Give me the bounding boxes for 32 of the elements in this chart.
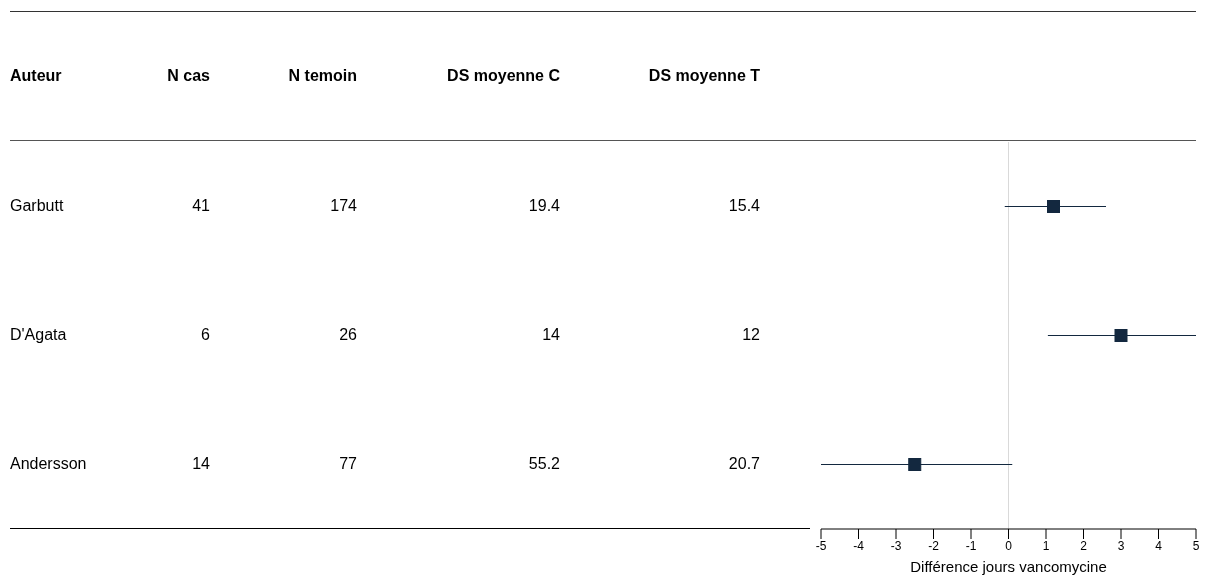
x-tick-label: 2 [1080,538,1088,553]
text: 19.4 [528,197,560,215]
text: 12 [742,326,760,344]
x-tick-label: -4 [853,538,865,553]
x-tick-label: 1 [1042,538,1050,553]
x-tick-label: 0 [1005,538,1013,553]
text: 14 [542,326,560,344]
x-tick-label: 4 [1155,538,1163,553]
text: 174 [330,197,357,215]
x-tick-label: -2 [928,538,940,553]
x-tick-label: -3 [890,538,902,553]
text: 15.4 [728,197,760,215]
text: N temoin [288,67,357,85]
x-tick-label: 5 [1192,538,1200,553]
text: 26 [339,326,357,344]
text: 14 [192,455,210,473]
text: DS moyenne T [648,67,760,85]
x-tick-label: 3 [1117,538,1125,553]
x-tick-label: -1 [965,538,977,553]
text: DS moyenne C [447,67,560,85]
text: Andersson [10,455,87,473]
text: N cas [167,67,210,85]
text: D'Agata [10,326,67,344]
text: Auteur [10,67,62,85]
x-tick-label: -5 [815,538,827,553]
text: 41 [192,197,210,215]
text: 55.2 [528,455,560,473]
text: Garbutt [10,197,64,215]
x-axis-title: Différence jours vancomycine [910,558,1107,575]
text: 77 [339,455,357,473]
text: 6 [201,326,210,344]
text: 20.7 [728,455,760,473]
